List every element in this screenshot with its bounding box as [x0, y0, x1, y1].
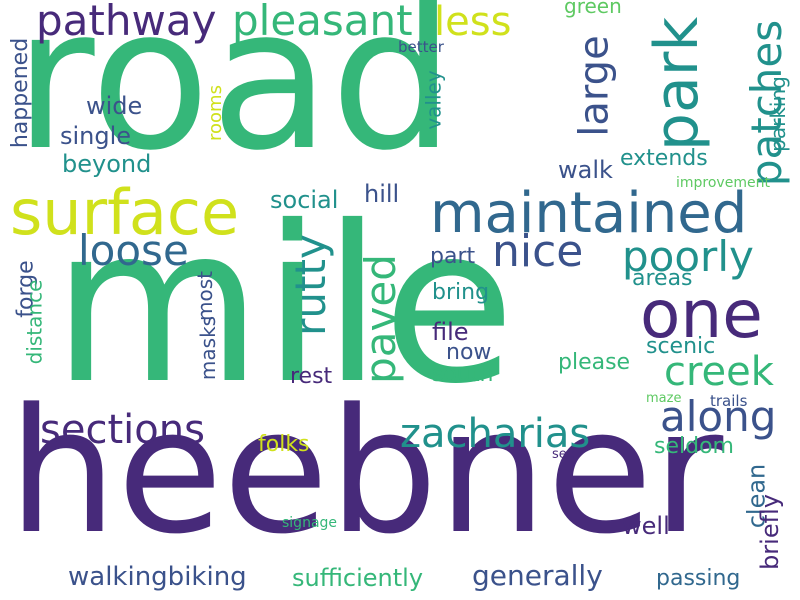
word-walkingbiking: walkingbiking — [68, 562, 247, 592]
word-please: please — [558, 350, 631, 375]
word-happened: happened — [8, 37, 34, 149]
word-social: social — [270, 186, 339, 214]
word-sections: sections — [40, 407, 205, 453]
word-green: green — [564, 0, 622, 18]
word-parking: parking — [765, 76, 790, 152]
word-bring: bring — [432, 280, 490, 305]
word-one: one — [640, 276, 763, 353]
word-mile: mile — [52, 180, 516, 431]
word-extends: extends — [620, 146, 708, 171]
word-wide: wide — [86, 92, 143, 120]
word-single: single — [60, 122, 132, 150]
word-file: file — [432, 318, 469, 346]
word-nice: nice — [492, 226, 584, 277]
word-along: along — [660, 392, 777, 441]
word-distance: distance — [22, 279, 47, 365]
word-improvement: improvement — [676, 175, 770, 191]
word-now: now — [446, 340, 492, 365]
word-park: park — [642, 16, 713, 152]
word-less: less — [434, 0, 512, 45]
word-beyond: beyond — [62, 150, 152, 178]
word-masks: masks — [196, 315, 221, 381]
word-paved: paved — [355, 254, 405, 384]
word-large: large — [571, 35, 618, 137]
word-maintained: maintained — [430, 181, 748, 246]
word-better: better — [398, 38, 444, 56]
word-seldom: seldom — [654, 434, 734, 459]
word-folks: folks — [258, 432, 310, 457]
word-trails: trails — [710, 392, 748, 410]
word-valley: valley — [421, 70, 446, 130]
word-sufficiently: sufficiently — [292, 564, 424, 592]
word-poorly: poorly — [622, 232, 754, 281]
word-generally: generally — [472, 559, 603, 592]
word-heebner: heebner — [8, 371, 724, 572]
word-zacharias: zacharias — [400, 411, 591, 457]
word-loose: loose — [78, 226, 189, 275]
word-part: part — [430, 244, 476, 269]
word-areas: areas — [632, 266, 693, 291]
word-hill: hill — [364, 180, 400, 208]
word-passing: passing — [656, 566, 741, 591]
word-well: well — [622, 512, 670, 540]
word-scenic: scenic — [646, 334, 716, 359]
word-pleasant: pleasant — [232, 0, 413, 45]
word-see: see — [552, 447, 575, 462]
word-surface: surface — [10, 176, 240, 249]
word-road: road — [14, 0, 455, 194]
word-rutty: rutty — [285, 234, 335, 336]
word-walk: walk — [558, 156, 613, 184]
word-signage: signage — [282, 515, 338, 531]
word-rooms: rooms — [204, 85, 226, 141]
word-creek: creek — [664, 349, 774, 395]
word-rest: rest — [290, 364, 333, 389]
word-pathway: pathway — [36, 0, 217, 45]
word-south: south — [432, 362, 494, 387]
word-briefly: briefly — [755, 494, 784, 570]
word-most: most — [192, 271, 217, 321]
word-maze: maze — [646, 391, 682, 406]
